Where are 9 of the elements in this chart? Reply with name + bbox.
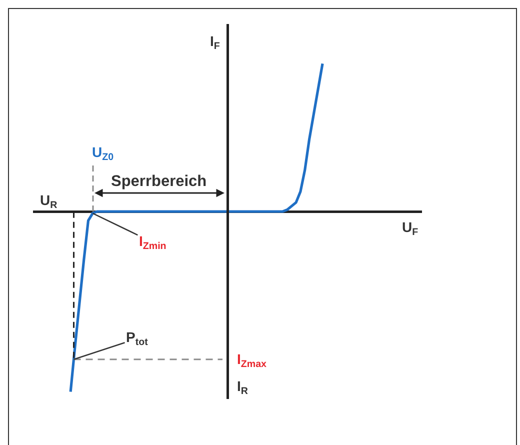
annotation: P$_{tot}$ xyxy=(126,329,149,348)
y-axis-title: I$_{F}$ xyxy=(210,33,220,52)
ref-line-label: I$_{Zmax}$ xyxy=(237,351,268,370)
annotation: Sperrbereich xyxy=(111,173,207,190)
x-axis-title: U$_{F}$ xyxy=(402,219,418,238)
annotation: I$_{R}$ xyxy=(237,378,248,397)
annotation: U$_{Z0}$ xyxy=(92,144,114,163)
annotation: U$_{R}$ xyxy=(40,192,58,211)
annotation: I$_{Zmin}$ xyxy=(139,233,166,252)
